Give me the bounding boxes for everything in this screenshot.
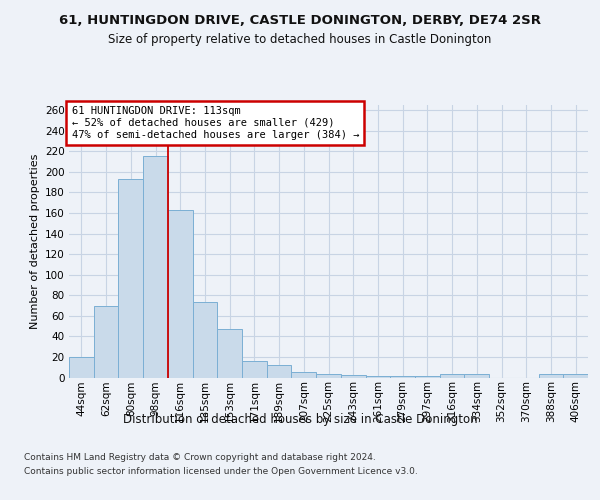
- Bar: [440, 374, 464, 378]
- Bar: [539, 374, 563, 378]
- Text: Contains public sector information licensed under the Open Government Licence v3: Contains public sector information licen…: [24, 468, 418, 476]
- Bar: [390, 376, 415, 378]
- Bar: [168, 210, 193, 378]
- Bar: [69, 357, 94, 378]
- Bar: [267, 365, 292, 378]
- Text: Size of property relative to detached houses in Castle Donington: Size of property relative to detached ho…: [109, 34, 491, 46]
- Bar: [365, 376, 390, 378]
- Bar: [341, 376, 365, 378]
- Bar: [94, 306, 118, 378]
- Bar: [415, 376, 440, 378]
- Text: Contains HM Land Registry data © Crown copyright and database right 2024.: Contains HM Land Registry data © Crown c…: [24, 452, 376, 462]
- Y-axis label: Number of detached properties: Number of detached properties: [29, 154, 40, 329]
- Text: 61 HUNTINGDON DRIVE: 113sqm
← 52% of detached houses are smaller (429)
47% of se: 61 HUNTINGDON DRIVE: 113sqm ← 52% of det…: [71, 106, 359, 140]
- Bar: [292, 372, 316, 378]
- Text: 61, HUNTINGDON DRIVE, CASTLE DONINGTON, DERBY, DE74 2SR: 61, HUNTINGDON DRIVE, CASTLE DONINGTON, …: [59, 14, 541, 27]
- Text: Distribution of detached houses by size in Castle Donington: Distribution of detached houses by size …: [122, 412, 478, 426]
- Bar: [242, 361, 267, 378]
- Bar: [563, 374, 588, 378]
- Bar: [143, 156, 168, 378]
- Bar: [217, 329, 242, 378]
- Bar: [193, 302, 217, 378]
- Bar: [118, 179, 143, 378]
- Bar: [464, 374, 489, 378]
- Bar: [316, 374, 341, 378]
